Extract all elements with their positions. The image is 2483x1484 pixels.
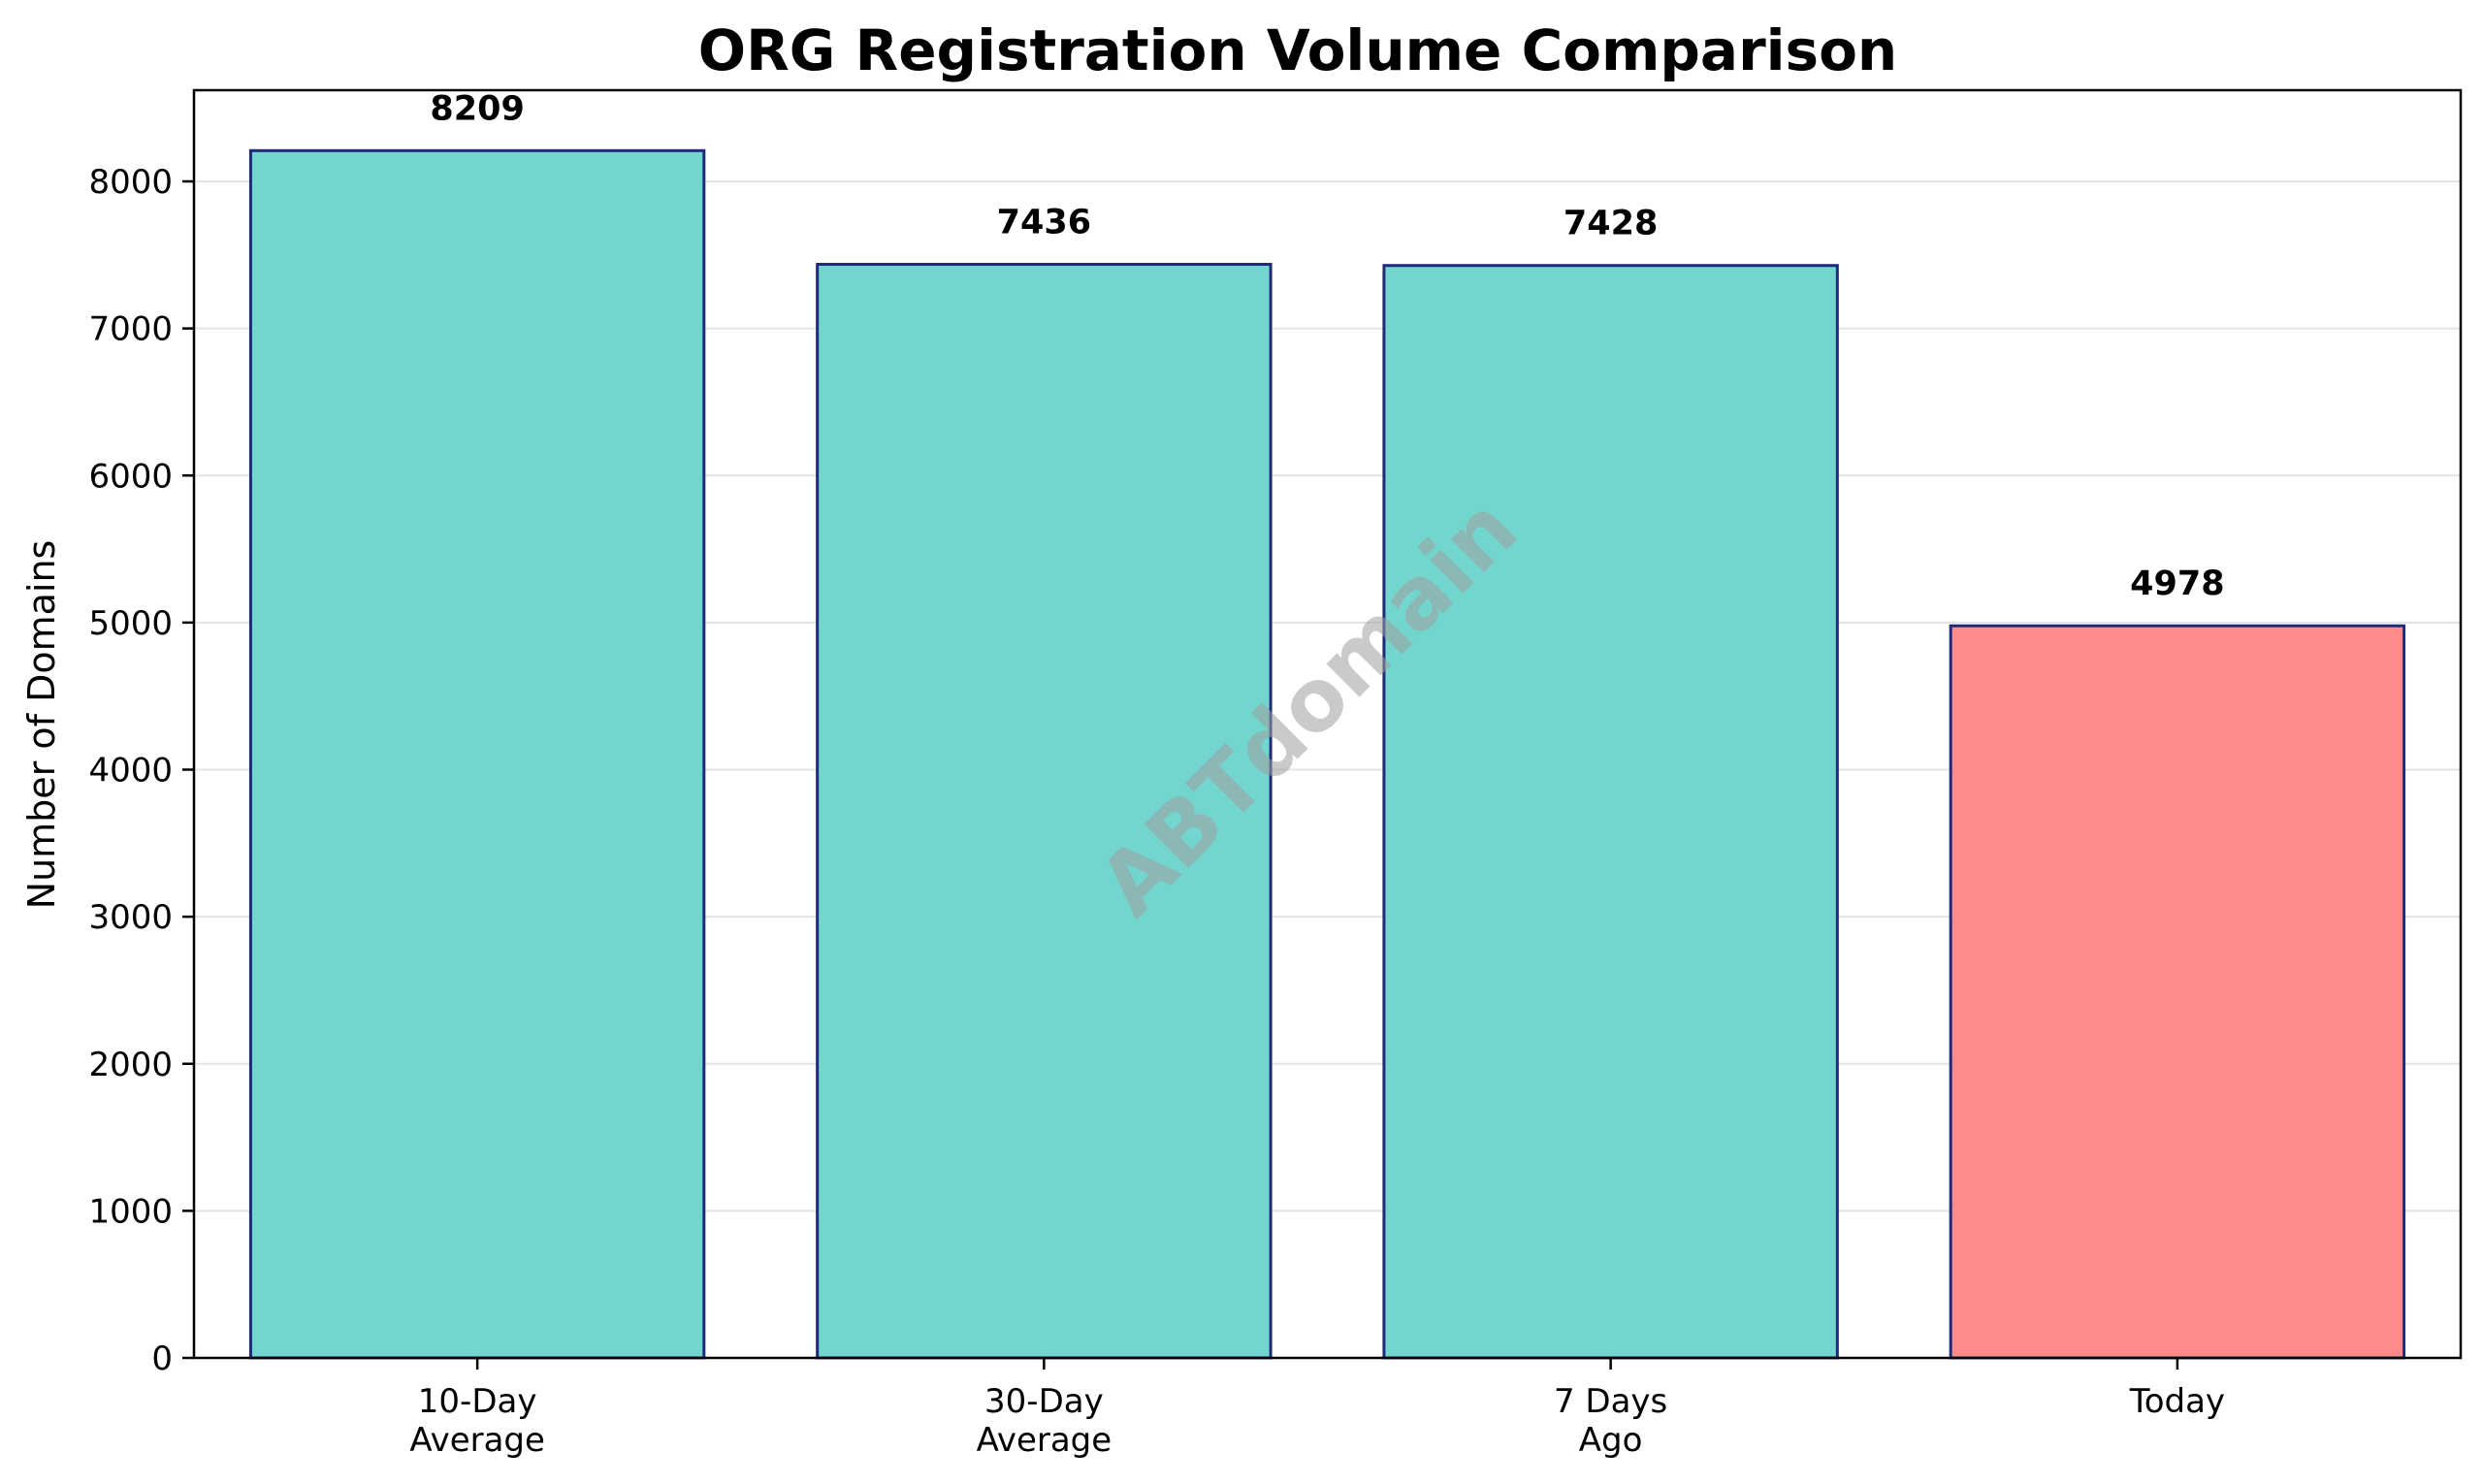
y-tick-label: 0	[151, 1339, 173, 1378]
y-tick-label: 3000	[88, 898, 173, 937]
y-tick-label: 4000	[88, 752, 173, 790]
bar	[1382, 264, 1839, 1360]
x-axis: 10-Day Average 30-Day Average 7 Days Ago Today	[409, 1358, 2225, 1460]
x-tick-label: 30-Day Average	[977, 1382, 1113, 1460]
x-tick-label: Today	[2129, 1382, 2225, 1421]
y-tick-label: 8000	[88, 163, 173, 202]
value-labels: 8209 7436 7428 4978	[430, 89, 2224, 603]
x-tick-label: 7 Days Ago	[1554, 1382, 1667, 1460]
chart-title: ORG Registration Volume Comparison	[698, 17, 1897, 83]
y-tick-label: 6000	[88, 457, 173, 496]
y-tick-label: 2000	[88, 1046, 173, 1084]
data-label: 4978	[2130, 565, 2224, 603]
data-label: 7428	[1564, 205, 1658, 243]
y-tick-label: 7000	[88, 310, 173, 349]
data-label: 7436	[997, 204, 1091, 242]
bar	[1949, 624, 2406, 1360]
x-tick-label: 10-Day Average	[409, 1382, 545, 1460]
bars	[248, 148, 2406, 1360]
y-tick-label: 5000	[88, 604, 173, 643]
bar	[816, 263, 1273, 1360]
y-axis-label: Number of Domains	[20, 540, 63, 910]
bar	[248, 148, 706, 1360]
data-label: 8209	[430, 89, 524, 128]
y-axis: 0 1000 2000 3000 4000 5000 6000 7000 8000	[88, 163, 194, 1378]
y-tick-label: 1000	[88, 1192, 173, 1231]
plot-frame	[192, 88, 2463, 1360]
